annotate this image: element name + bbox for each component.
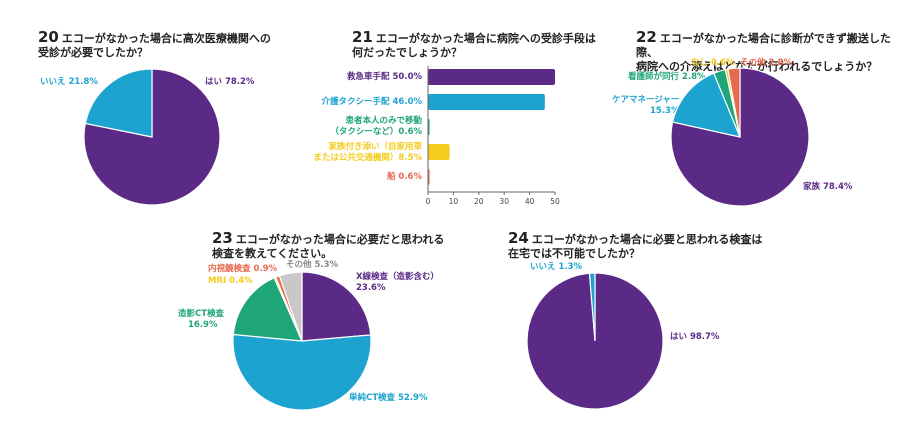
q21-xtick-label-2: 20 [474,197,484,206]
q22-number: 22 [636,28,657,46]
q20-title: 20 エコーがなかった場合に高次医療機関への 受診が必要でしたか？ [38,30,271,60]
q23-label-contrast-ct-a: 造影CT検査 [178,309,225,319]
q23-label-xray-a: X線検査（造影含む） [356,272,440,282]
q22-label-family: 家族 78.4% [803,182,853,192]
q24-title-line2: 在宅では不可能でしたか？ [508,247,640,260]
q20-slice-0 [83,68,221,206]
q24-title: 24 エコーがなかった場合に必要と思われる検査は 在宅では不可能でしたか？ [508,231,762,261]
q22-slice-4 [727,67,741,138]
q23-number: 23 [212,229,233,247]
q23-slice-0 [301,271,372,342]
q23-label-other: その他 5.3% [286,260,339,270]
q21-xtick-label-3: 30 [499,197,509,206]
q22-title: 22 エコーがなかった場合に診断ができず搬送した際、 病院への介添えはどなたが行わ… [636,30,900,74]
q21-number: 21 [352,28,373,46]
q21-xtick-label-5: 50 [550,197,560,206]
q21-title-line2: 何だったでしょうか？ [352,46,462,59]
q20-label-yes: はい 78.2% [205,77,255,87]
q24-number: 24 [508,229,529,247]
q23-slice-2 [232,277,303,342]
q21-xtick-label-4: 40 [525,197,535,206]
q24-title-line1: エコーがなかった場合に必要と思われる検査は [531,233,763,246]
q22-label-other: その他 2.8% [740,58,793,68]
q21-bar-label-2a: 患者本人のみで移動 [345,116,422,126]
q22-title-line2: 病院への介添えはどなたが行われるでしょうか？ [636,60,878,73]
q23-label-contrast-ct-b: 16.9% [188,320,218,330]
q22-title-line1: エコーがなかった場合に診断ができず搬送した際、 [636,32,891,59]
q24-label-yes: はい 98.7% [670,332,720,342]
q21-xtick-label-1: 10 [449,197,459,206]
q24-slice-1 [588,272,596,342]
q21-title: 21 エコーがなかった場合に病院への受診手段は 何だったでしょうか？ [352,30,596,60]
q21-title-line1: エコーがなかった場合に病院への受診手段は [375,32,596,45]
q22-label-nurse: 看護師が同行 2.8% [628,72,706,82]
q23-label-xray-b: 23.6% [356,283,386,293]
q21-bar-label-4: 船 0.6% [386,172,422,182]
q21-bar-1 [428,94,545,110]
q20-title-line2: 受診が必要でしたか？ [38,46,148,59]
q20-number: 20 [38,28,59,46]
q22-label-none: なし 0.6% [691,58,735,68]
q21-bar-label-3a: 家族付き添い（自家用車 [328,142,422,152]
q23-label-ct: 単純CT検査 52.9% [349,393,428,403]
q23-label-mri: MRI 0.4% [208,276,253,286]
q22-label-caremanager-b: 15.3% [650,106,680,116]
q23-title-line1: エコーがなかった場合に必要だと思われる [235,233,445,246]
q22-slice-1 [671,72,741,138]
q23-title: 23 エコーがなかった場合に必要だと思われる 検査を教えてください。 [212,231,444,261]
q21-bar-0 [428,69,555,85]
q20-title-line1: エコーがなかった場合に高次医療機関への [61,32,271,45]
q21-xtick-label-0: 0 [426,197,431,206]
q20-label-no: いいえ 21.8% [40,77,98,87]
q21-bar-3 [428,144,450,160]
q21-bar-label-3b: または公共交通機関）8.5% [313,153,422,163]
q24-label-no: いいえ 1.3% [530,262,583,272]
q23-title-line2: 検査を教えてください。 [212,247,333,260]
q21-bar-label-1: 介護タクシー手配 46.0% [321,97,422,107]
q23-slice-5 [278,271,303,342]
q20-slice-1 [84,68,153,138]
q21-bar-label-2b: （タクシーなど）0.6% [330,127,422,137]
q22-label-caremanager-a: ケアマネージャー [612,95,680,105]
q23-label-endoscopy: 内視鏡検査 0.9% [208,264,278,274]
q21-bar-label-0: 救急車手配 50.0% [347,72,422,82]
q23-slice-1 [232,333,372,411]
